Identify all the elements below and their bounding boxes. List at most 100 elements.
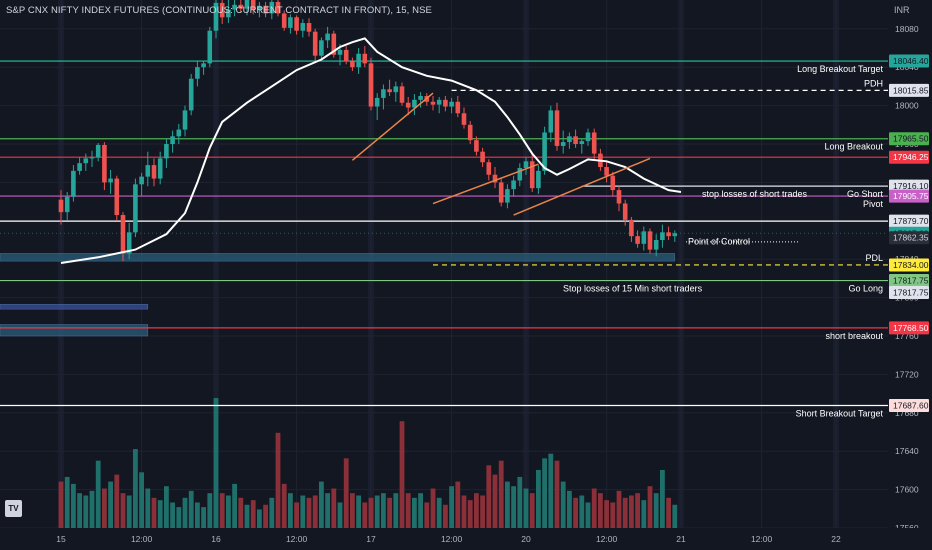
time-tick: 20 xyxy=(521,534,531,544)
volume-bar xyxy=(499,461,504,528)
time-tick: 12:00 xyxy=(596,534,618,544)
volume-bar xyxy=(313,496,318,529)
volume-bar xyxy=(635,493,640,528)
candle-body xyxy=(363,54,368,64)
candle-body xyxy=(344,50,349,62)
volume-bar xyxy=(455,482,460,528)
short-breakout-tag-text: 17768.50 xyxy=(893,323,929,333)
volume-bar xyxy=(393,493,398,528)
candle-body xyxy=(102,145,107,182)
volume-bar xyxy=(338,502,343,528)
volume-bar xyxy=(232,484,237,528)
candle-body xyxy=(555,110,560,146)
candle-body xyxy=(524,161,529,168)
candle-body xyxy=(350,61,355,67)
volume-bar xyxy=(505,482,510,528)
volume-bar xyxy=(269,498,274,528)
candle-body xyxy=(456,102,461,114)
volume-bar xyxy=(666,498,671,528)
volume-bar xyxy=(418,493,423,528)
volume-bar xyxy=(468,500,473,528)
candle-body xyxy=(96,145,101,157)
volume-bar xyxy=(424,502,429,528)
volume-bar xyxy=(195,502,200,528)
volume-bar xyxy=(449,486,454,528)
candle-body xyxy=(189,79,194,111)
candle-body xyxy=(208,31,213,64)
candle-body xyxy=(133,184,138,232)
candle-body xyxy=(108,179,113,183)
candle-body xyxy=(635,236,640,244)
volume-bar xyxy=(251,500,256,528)
volume-bar xyxy=(629,496,634,529)
volume-bar xyxy=(641,500,646,528)
volume-bar xyxy=(412,498,417,528)
long-breakout-target-tag-text: 18046.40 xyxy=(893,56,929,66)
pdl-label: PDL xyxy=(865,253,883,263)
candle-body xyxy=(437,100,442,105)
long-breakout-label: Long Breakout xyxy=(824,142,883,152)
candle-body xyxy=(158,158,163,178)
candle-body xyxy=(381,89,386,98)
time-tick: 22 xyxy=(831,534,841,544)
price-axis[interactable]: 1756017600176401768017720177601780017840… xyxy=(889,0,932,550)
volume-bar xyxy=(586,502,591,528)
volume-bar xyxy=(164,486,169,528)
time-tick: 17 xyxy=(366,534,376,544)
candle-body xyxy=(307,23,312,32)
time-tick: 15 xyxy=(56,534,66,544)
candle-body xyxy=(406,103,411,108)
candle-body xyxy=(418,96,423,100)
candle-body xyxy=(666,232,671,236)
volume-bar xyxy=(431,489,436,528)
candle-body xyxy=(294,17,299,30)
candle-body xyxy=(648,231,653,249)
volume-bar xyxy=(443,505,448,528)
candle-body xyxy=(499,182,504,202)
candle-body xyxy=(183,110,188,129)
volume-bar xyxy=(245,505,250,528)
volume-bar xyxy=(96,461,101,528)
candle-body xyxy=(586,132,591,141)
candle-body xyxy=(567,136,572,142)
candle-body xyxy=(536,171,541,188)
price-tick: 17720 xyxy=(895,369,919,379)
volume-bar xyxy=(542,458,547,528)
candle-body xyxy=(288,17,293,28)
volume-bar xyxy=(108,482,113,528)
candle-body xyxy=(642,231,647,243)
candle-body xyxy=(195,67,200,79)
volume-bar xyxy=(375,496,380,529)
candle-body xyxy=(71,171,76,197)
candle-body xyxy=(654,240,659,250)
volume-bar xyxy=(480,496,485,529)
red-level-tag-text: 17946.25 xyxy=(893,152,929,162)
candle-body xyxy=(115,179,120,215)
time-axis[interactable]: 15 12:00 16 12:00 17 12:00 20 12:00 21 12:00 22 xyxy=(0,528,932,550)
volume-bar xyxy=(462,496,467,529)
volume-bar xyxy=(362,502,367,528)
volume-bar xyxy=(226,496,231,529)
volume-bar xyxy=(474,493,479,528)
stop-short-note: stop losses of short trades xyxy=(702,189,808,199)
volume-bar xyxy=(592,489,597,528)
poc-tag-tag-text: 17862.35 xyxy=(893,233,929,243)
volume-bar xyxy=(555,461,560,528)
time-tick: 12:00 xyxy=(131,534,153,544)
volume-bar xyxy=(648,486,653,528)
time-tick: 21 xyxy=(676,534,686,544)
candle-body xyxy=(59,200,64,212)
candle-body xyxy=(121,215,126,253)
volume-bar xyxy=(579,496,584,529)
candle-body xyxy=(139,177,144,185)
volume-bar xyxy=(437,498,442,528)
pdl-tag-text: 17834.00 xyxy=(893,260,929,270)
price-tick: 17600 xyxy=(895,485,919,495)
volume-bar xyxy=(65,477,70,528)
volume-bar xyxy=(654,493,659,528)
time-tick: 16 xyxy=(211,534,221,544)
volume-bar xyxy=(536,470,541,528)
volume-bar xyxy=(486,465,491,528)
pdh-label: PDH xyxy=(864,78,883,88)
